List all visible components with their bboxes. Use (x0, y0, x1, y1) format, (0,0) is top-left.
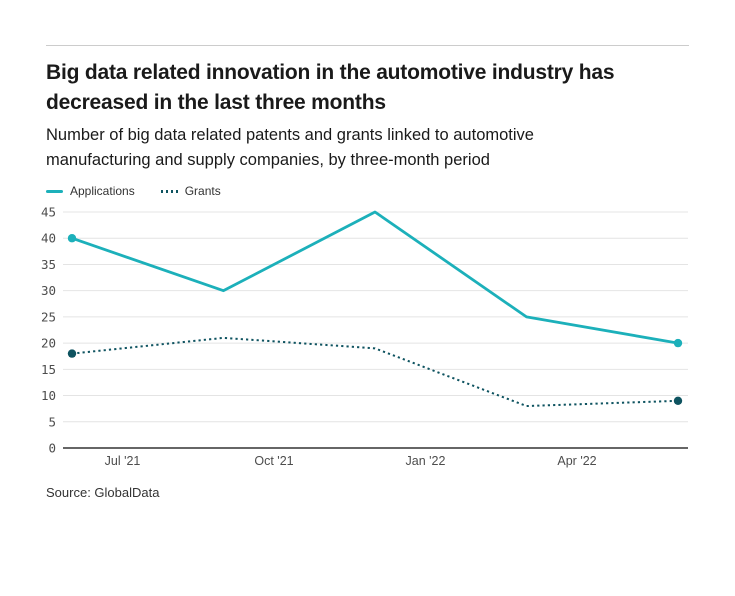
x-tick-label: Apr '22 (557, 454, 596, 468)
y-tick-label: 45 (41, 205, 56, 220)
y-tick-label: 5 (48, 414, 56, 429)
series-line-applications (71, 210, 679, 345)
y-tick-label: 0 (48, 441, 56, 456)
chart-subtitle: Number of big data related patents and g… (46, 126, 534, 169)
y-tick-label: 25 (41, 309, 56, 324)
data-point-marker-applications (67, 234, 77, 243)
y-tick-label: 35 (41, 257, 56, 272)
chart-title: Big data related innovation in the autom… (46, 61, 615, 114)
line-chart: 0 5 10 15 20 25 30 35 40 45 Jul '21 Oct '21 Jan '22 A… (41, 205, 688, 468)
top-divider (46, 45, 689, 46)
series-line-grants (71, 336, 679, 408)
y-tick-label: 15 (41, 362, 56, 377)
legend-label-applications: Applications (70, 184, 135, 198)
x-tick-label: Oct '21 (254, 454, 293, 468)
y-tick-label: 40 (41, 231, 56, 246)
chart-card: Big data related innovation in the autom… (0, 45, 735, 198)
data-point-marker-grants (67, 349, 77, 358)
legend-item-applications: Applications (46, 184, 135, 198)
data-point-marker-applications (673, 338, 683, 348)
y-tick-label: 20 (41, 336, 56, 351)
source-note: Source: GlobalData (46, 485, 160, 500)
legend-item-grants: Grants (160, 184, 221, 198)
x-tick-label: Jul '21 (105, 454, 141, 468)
applications-line-swatch-icon (46, 189, 63, 193)
grants-dotted-swatch-icon (160, 189, 178, 193)
y-tick-label: 10 (41, 388, 56, 403)
x-tick-label: Jan '22 (406, 454, 446, 468)
data-point-marker-grants (673, 396, 683, 405)
legend: Applications Grants (46, 184, 689, 198)
legend-label-grants: Grants (184, 184, 221, 198)
y-tick-label: 30 (41, 283, 56, 298)
